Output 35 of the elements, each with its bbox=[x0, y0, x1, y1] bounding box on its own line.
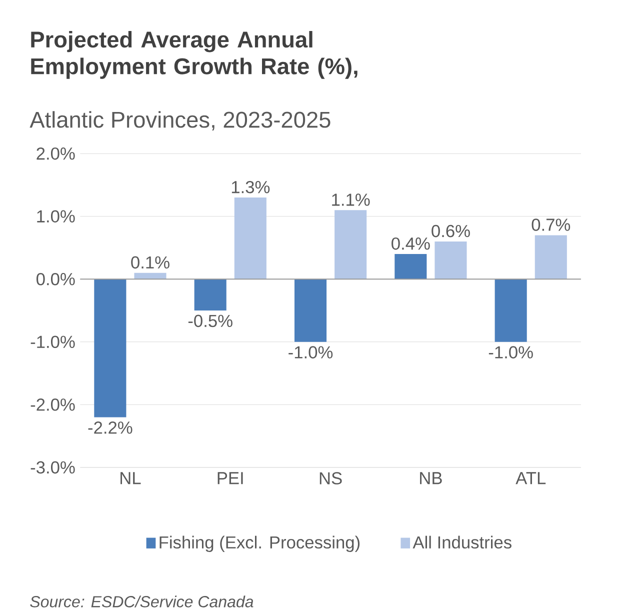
data-label: 0.7% bbox=[532, 218, 570, 231]
x-tick-label: ATL bbox=[516, 472, 546, 484]
y-tick-label: -2.0% bbox=[30, 398, 75, 411]
data-label: 1.3% bbox=[232, 180, 270, 194]
data-label: 1.1% bbox=[332, 194, 370, 206]
bar bbox=[234, 198, 266, 280]
legend-label: All Industries bbox=[412, 536, 512, 549]
bar bbox=[434, 241, 467, 280]
data-label: 0.4% bbox=[392, 237, 430, 250]
y-tick-label: 1.0% bbox=[37, 210, 75, 223]
data-label: -1.0% bbox=[488, 346, 533, 358]
x-tick-label: NS bbox=[320, 472, 342, 484]
y-tick-label: 0.0% bbox=[36, 272, 75, 286]
x-tick-label: PEI bbox=[218, 472, 243, 484]
chart-title: Projected Average Annual Employment Growth Rate (%), bbox=[31, 30, 358, 79]
data-label: -0.5% bbox=[188, 314, 232, 328]
x-tick-label: NB bbox=[420, 472, 442, 484]
legend-label: Fishing (Excl. Processing) bbox=[160, 536, 360, 552]
bar bbox=[294, 279, 327, 342]
bar bbox=[534, 235, 567, 280]
bar bbox=[494, 279, 527, 342]
y-tick-label: -1.0% bbox=[30, 336, 75, 348]
y-tick-label: 2.0% bbox=[36, 147, 75, 160]
data-label: 0.1% bbox=[131, 256, 170, 269]
data-label: -2.2% bbox=[88, 421, 132, 434]
bar bbox=[194, 279, 226, 311]
data-label: -1.0% bbox=[288, 346, 333, 358]
bar bbox=[334, 210, 367, 280]
x-tick-label: NL bbox=[120, 472, 141, 484]
data-label: 0.6% bbox=[432, 224, 470, 238]
bar bbox=[394, 254, 427, 280]
y-tick-label: -3.0% bbox=[30, 461, 75, 474]
bar bbox=[94, 279, 126, 418]
source-note: Source: ESDC/Service Canada bbox=[30, 596, 254, 608]
chart-subtitle: Atlantic Provinces, 2023-2025 bbox=[30, 111, 330, 130]
